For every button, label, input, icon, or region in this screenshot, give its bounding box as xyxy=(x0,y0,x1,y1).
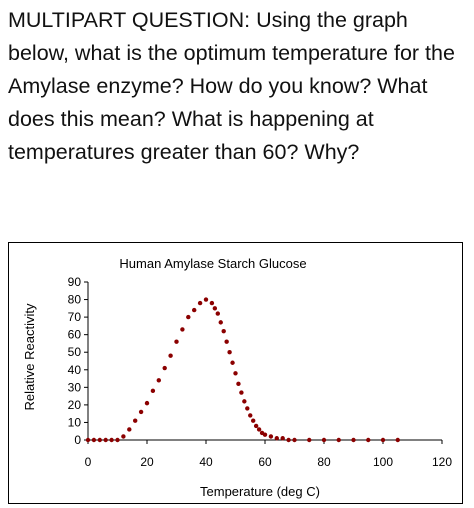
data-point xyxy=(395,437,400,443)
data-point xyxy=(115,437,120,443)
chart-figure: Human Amylase Starch Glucose 0 20 40 60 80 10… xyxy=(8,242,463,504)
data-point xyxy=(218,320,223,325)
data-point xyxy=(221,328,226,334)
data-point xyxy=(121,434,126,439)
data-point xyxy=(224,339,229,344)
data-point xyxy=(192,307,197,313)
data-point xyxy=(253,423,259,429)
data-point xyxy=(109,437,114,443)
data-points xyxy=(85,297,400,443)
y-tick-label: 20 xyxy=(68,398,82,412)
x-tick-label: 100 xyxy=(373,455,393,469)
data-point xyxy=(236,381,241,387)
data-point xyxy=(262,432,268,437)
x-tick-label: 60 xyxy=(258,455,272,469)
data-point xyxy=(127,427,132,432)
x-tick-label: 80 xyxy=(317,455,331,469)
data-point xyxy=(233,371,238,376)
data-point xyxy=(186,314,191,320)
data-point xyxy=(256,427,262,432)
y-tick-label: 50 xyxy=(68,345,82,359)
x-axis-label: Temperature (deg C) xyxy=(200,484,320,499)
data-point xyxy=(162,365,167,371)
x-tick-label: 20 xyxy=(140,455,154,469)
data-point xyxy=(144,400,150,406)
data-point xyxy=(242,399,247,404)
data-point xyxy=(321,437,327,443)
x-tick-label: 120 xyxy=(432,455,452,469)
data-point xyxy=(168,353,173,358)
data-point xyxy=(212,306,218,311)
data-point xyxy=(103,437,108,443)
data-point xyxy=(268,434,274,439)
y-tick-label: 30 xyxy=(68,380,82,394)
data-point xyxy=(251,418,256,423)
data-point xyxy=(292,437,297,443)
data-point xyxy=(150,388,156,394)
question-text: MULTIPART QUESTION: Using the graph belo… xyxy=(8,8,455,164)
y-tick-label: 40 xyxy=(68,363,82,377)
data-point xyxy=(230,360,235,365)
y-tick-label: 70 xyxy=(68,310,82,324)
y-tick-label: 90 xyxy=(68,275,82,289)
data-point xyxy=(180,327,185,332)
data-point xyxy=(203,297,209,302)
data-point xyxy=(138,409,144,415)
data-point xyxy=(97,437,103,443)
x-tick-label: 0 xyxy=(85,455,92,469)
data-point xyxy=(336,437,341,443)
data-point xyxy=(248,413,253,418)
data-point xyxy=(215,311,220,316)
y-axis-label: Relative Reactivity xyxy=(22,303,37,410)
data-point xyxy=(133,418,138,423)
data-point xyxy=(366,437,371,443)
data-point xyxy=(351,437,356,443)
data-point xyxy=(209,300,215,306)
y-tick-label: 0 xyxy=(74,433,81,447)
data-point xyxy=(174,339,179,344)
data-point xyxy=(156,378,161,383)
y-tick-label: 80 xyxy=(68,293,82,307)
chart-title: Human Amylase Starch Glucose xyxy=(119,256,306,271)
data-point xyxy=(286,437,291,443)
data-point xyxy=(85,437,91,443)
x-tick-label: 40 xyxy=(199,455,213,469)
y-tick-label: 60 xyxy=(68,328,82,342)
data-point xyxy=(280,436,285,441)
data-point xyxy=(239,390,244,395)
data-point xyxy=(91,437,97,443)
data-point xyxy=(197,300,203,306)
data-point xyxy=(245,406,250,411)
data-point xyxy=(274,436,279,441)
data-point xyxy=(307,437,312,443)
y-tick-label: 10 xyxy=(68,415,82,429)
data-point xyxy=(227,350,232,355)
amylase-chart: Human Amylase Starch Glucose 0 20 40 60 80 10… xyxy=(8,242,463,504)
data-point xyxy=(380,437,386,443)
